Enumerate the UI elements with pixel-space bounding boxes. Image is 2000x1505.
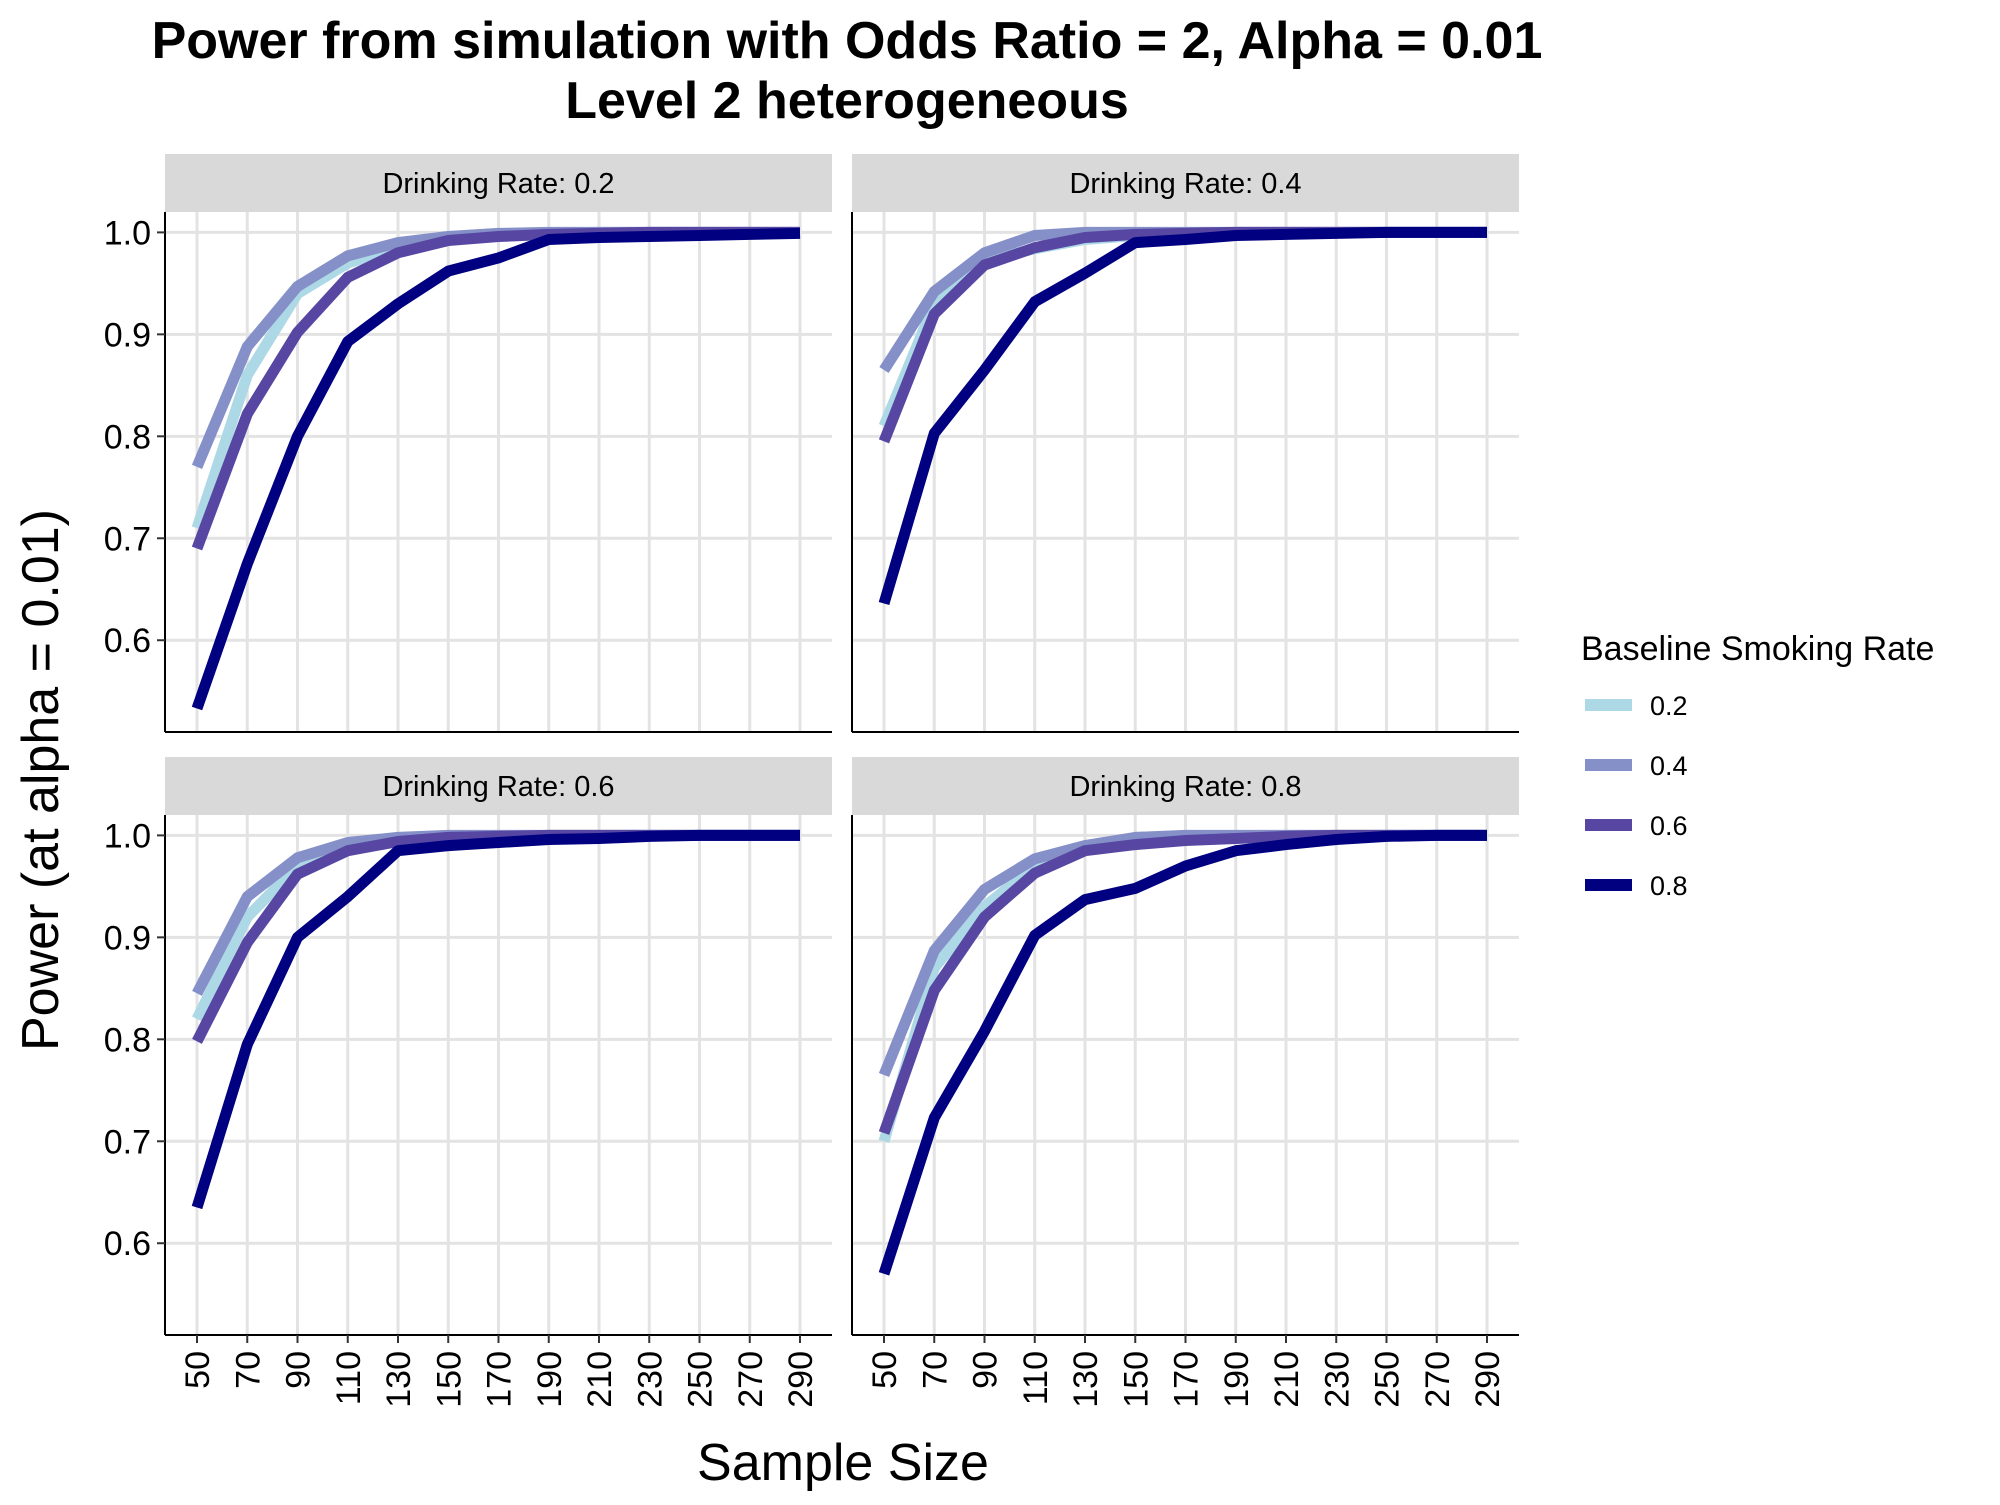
x-tick-label: 130 (1067, 1351, 1105, 1408)
panel-strip-label: Drinking Rate: 0.6 (382, 771, 614, 803)
panel-strip (165, 154, 832, 212)
legend-title: Baseline Smoking Rate (1581, 630, 1934, 668)
x-tick-label: 50 (866, 1351, 904, 1389)
series-line-0-8 (191, 829, 800, 1210)
x-tick-label: 50 (179, 1351, 217, 1389)
x-tick-label: 270 (1419, 1351, 1457, 1408)
x-tick-label: 70 (229, 1351, 267, 1389)
x-tick-label: 150 (1117, 1351, 1155, 1408)
series-line-0-8 (878, 226, 1487, 606)
y-tick-label: 0.9 (104, 919, 151, 957)
legend-label: 0.4 (1650, 751, 1688, 781)
x-tick-label: 230 (1318, 1351, 1356, 1408)
panel-strip-label: Drinking Rate: 0.2 (382, 168, 614, 200)
x-tick-label: 190 (531, 1351, 569, 1408)
legend-label: 0.6 (1650, 811, 1688, 841)
y-tick-label: 0.9 (104, 316, 151, 354)
series-line-0-8 (191, 227, 801, 711)
y-tick-label: 0.6 (104, 622, 151, 660)
x-axis-title: Sample Size (697, 1434, 989, 1492)
panel-strip (852, 154, 1519, 212)
x-tick-label: 250 (682, 1351, 720, 1408)
x-tick-label: 70 (916, 1351, 954, 1389)
y-tick-label: 0.7 (104, 520, 151, 558)
x-tick-label: 190 (1218, 1351, 1256, 1408)
x-tick-label: 250 (1369, 1351, 1407, 1408)
panel-1: Drinking Rate: 0.2 0.6 0.7 0.8 0.9 1.0 (104, 154, 832, 733)
panel-strip (165, 757, 832, 815)
x-tick-label: 210 (581, 1351, 619, 1408)
chart-title: Power from simulation with Odds Ratio = … (152, 12, 1543, 70)
x-tick-label: 270 (732, 1351, 770, 1408)
x-tick-label: 210 (1268, 1351, 1306, 1408)
y-tick-label: 0.8 (104, 418, 151, 456)
panels-layer: Drinking Rate: 0.20.60.70.80.91.0Drinkin… (104, 154, 1519, 1336)
panel-4: Drinking Rate: 0.8 (851, 757, 1519, 1336)
panel-strip-label: Drinking Rate: 0.4 (1069, 168, 1301, 200)
y-tick-label: 0.7 (104, 1123, 151, 1161)
panel-3: Drinking Rate: 0.6 0.6 0.7 0.8 0.9 1.0 (104, 757, 832, 1336)
x-tick-label: 90 (280, 1351, 318, 1389)
y-tick-label: 0.8 (104, 1021, 151, 1059)
x-ticks-layer: 50 70 90 110 130 150 170 190 210 230 250 270 290 50 70… (179, 1335, 1507, 1408)
y-tick-label: 0.6 (104, 1225, 151, 1263)
x-tick-label: 130 (380, 1351, 418, 1408)
chart-subtitle: Level 2 heterogeneous (565, 72, 1129, 130)
panel-strip-label: Drinking Rate: 0.8 (1069, 771, 1301, 803)
y-tick-label: 1.0 (104, 214, 151, 252)
x-tick-label: 110 (330, 1351, 368, 1405)
x-tick-label: 90 (967, 1351, 1005, 1389)
series-line-0-8 (878, 829, 1487, 1276)
panel-2: Drinking Rate: 0.4 (851, 154, 1519, 733)
x-tick-label: 230 (631, 1351, 669, 1408)
x-tick-label: 110 (1017, 1351, 1055, 1405)
panel-strip (852, 757, 1519, 815)
x-tick-label: 150 (430, 1351, 468, 1408)
y-axis-title: Power (at alpha = 0.01) (12, 509, 70, 1051)
y-tick-label: 1.0 (104, 817, 151, 855)
x-tick-label: 170 (1168, 1351, 1206, 1408)
x-tick-label: 290 (782, 1351, 820, 1408)
legend: 0.2 0.4 0.6 0.8 (1585, 691, 1688, 901)
legend-label: 0.8 (1650, 871, 1688, 901)
x-tick-label: 170 (481, 1351, 519, 1408)
legend-label: 0.2 (1650, 691, 1688, 721)
x-tick-label: 290 (1469, 1351, 1507, 1408)
